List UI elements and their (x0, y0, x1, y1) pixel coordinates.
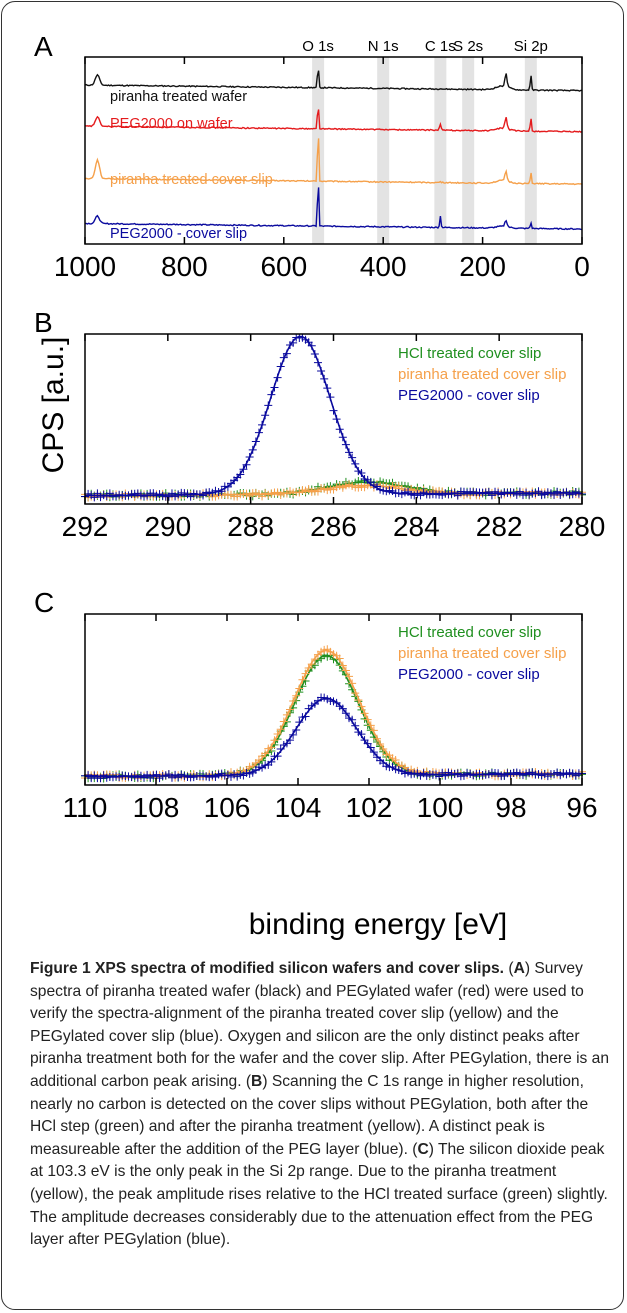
x-tick-label: 200 (459, 251, 506, 282)
legend-entry: PEG2000 - cover slip (398, 387, 540, 404)
x-axis-label: binding energy [eV] (249, 908, 508, 941)
figure-plots: A O 1s N 1s C 1sS 2s Si 2p piranha treated … (34, 31, 605, 941)
caption-label-a: A (513, 960, 525, 977)
caption-text-b: ) Scanning the C 1s range in higher reso… (30, 1072, 589, 1158)
panel-b-legend: HCl treated cover slip piranha treated co… (398, 345, 566, 404)
peak-band (462, 57, 475, 244)
peak-band (377, 57, 390, 244)
panel-a-axes (84, 56, 583, 245)
panel-c-ticks: 110 108 106 104 102 100 98 96 (63, 614, 598, 823)
panel-c-axes (84, 613, 583, 786)
survey-line (84, 138, 583, 186)
x-tick-label: 108 (133, 792, 180, 823)
panel-a-ticks: 1000 800 600 400 200 0 (54, 57, 590, 282)
x-tick-label: 110 (63, 792, 108, 823)
panel-label-b: B (34, 307, 53, 338)
legend-entry: HCl treated cover slip (398, 624, 541, 641)
survey-series-label: PEG2000 on wafer (110, 116, 233, 132)
survey-line (84, 109, 583, 133)
series-markers (81, 693, 586, 783)
peak-label: C 1s (425, 38, 456, 55)
x-tick-label: 282 (476, 511, 523, 542)
x-tick-label: 106 (204, 792, 251, 823)
caption-label-b: B (251, 1072, 263, 1090)
peak-label: N 1s (368, 38, 399, 55)
panel-label-c: C (34, 587, 54, 618)
legend-entry: PEG2000 - cover slip (398, 666, 540, 683)
caption-open: ( (508, 960, 514, 977)
peak-band (524, 57, 537, 244)
x-tick-label: 1000 (54, 251, 116, 282)
x-tick-label: 292 (62, 511, 109, 542)
x-tick-label: 280 (559, 511, 606, 542)
y-axis-label: CPS [a.u.] (37, 337, 70, 474)
panel-b: B CPS [a.u.] HCl treated cover slip piran… (34, 307, 605, 542)
caption-text-c: ) The silicon dioxide peak at 103.3 eV i… (30, 1140, 608, 1249)
x-tick-label: 600 (260, 251, 307, 282)
x-tick-label: 288 (227, 511, 274, 542)
x-tick-label: 104 (275, 792, 322, 823)
panel-label-a: A (34, 31, 53, 62)
survey-series-label: piranha treated wafer (110, 89, 247, 105)
caption-label-c: C (417, 1140, 429, 1158)
fit-line (85, 697, 582, 778)
x-tick-label: 400 (360, 251, 407, 282)
c1s-series (81, 333, 586, 502)
x-tick-label: 290 (144, 511, 191, 542)
fit-line (85, 335, 582, 497)
legend-entry: HCl treated cover slip (398, 345, 541, 362)
x-tick-label: 284 (393, 511, 440, 542)
legend-entry: piranha treated cover slip (398, 366, 566, 383)
x-tick-label: 0 (574, 251, 590, 282)
x-tick-label: 100 (417, 792, 464, 823)
caption-text-a: ) Survey spectra of piranha treated wafe… (30, 960, 610, 1090)
peak-label: S 2s (453, 38, 483, 55)
peak-band (434, 57, 447, 244)
peak-label: O 1s (302, 38, 334, 55)
survey-series-label: piranha treated cover slip (110, 172, 273, 188)
panel-a: A O 1s N 1s C 1sS 2s Si 2p piranha treated … (34, 31, 590, 282)
si2p-series (81, 645, 586, 783)
x-tick-label: 286 (310, 511, 357, 542)
figure-caption: Figure 1 XPS spectra of modified silicon… (30, 958, 610, 1252)
x-tick-label: 96 (566, 792, 597, 823)
panel-c-legend: HCl treated cover slip piranha treated co… (398, 624, 566, 683)
survey-series (84, 70, 583, 231)
survey-series-labels: piranha treated wafer PEG2000 on wafer pir… (110, 89, 273, 242)
panel-c: C HCl treated cover slip piranha treated … (34, 587, 598, 941)
panel-b-ticks: 292 290 288 286 284 282 280 (62, 334, 606, 542)
x-tick-label: 800 (161, 251, 208, 282)
survey-line (84, 187, 583, 231)
legend-entry: piranha treated cover slip (398, 645, 566, 662)
survey-line (84, 70, 583, 92)
x-tick-label: 98 (495, 792, 526, 823)
peak-label: Si 2p (514, 38, 548, 55)
caption-title: Figure 1 XPS spectra of modified silicon… (30, 960, 505, 977)
x-tick-label: 102 (346, 792, 393, 823)
peak-labels: O 1s N 1s C 1sS 2s Si 2p (302, 38, 548, 55)
survey-series-label: PEG2000 - cover slip (110, 226, 247, 242)
